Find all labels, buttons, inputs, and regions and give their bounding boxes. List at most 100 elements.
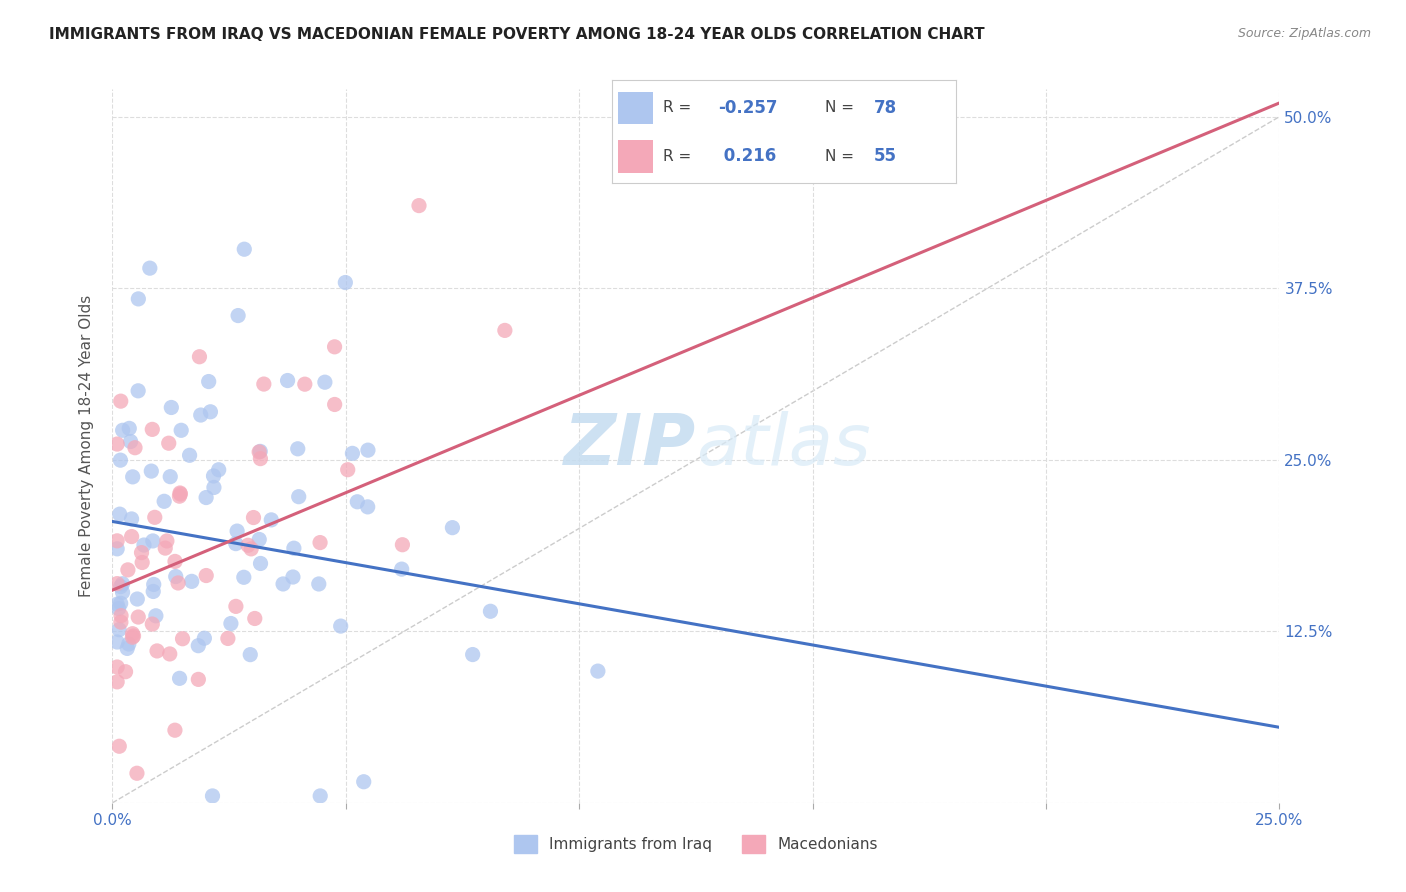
Point	[160, 401, 183, 415]
Point	[249, 557, 271, 571]
Point	[159, 469, 181, 483]
Point	[105, 533, 128, 548]
Point	[201, 789, 224, 803]
Point	[242, 510, 264, 524]
Point	[287, 490, 309, 504]
Point	[153, 494, 176, 508]
Point	[139, 261, 162, 276]
Point	[233, 242, 256, 256]
Point	[105, 635, 128, 649]
Point	[111, 585, 134, 599]
Point	[110, 580, 132, 594]
Point	[239, 648, 262, 662]
Point	[179, 448, 201, 462]
Point	[180, 574, 202, 589]
Point	[249, 444, 271, 458]
Point	[105, 597, 128, 611]
Text: 0.216: 0.216	[718, 147, 776, 165]
Point	[143, 510, 166, 524]
Point	[336, 463, 359, 477]
Point	[142, 577, 165, 591]
Y-axis label: Female Poverty Among 18-24 Year Olds: Female Poverty Among 18-24 Year Olds	[79, 295, 94, 597]
Point	[225, 599, 247, 614]
Point	[169, 489, 191, 503]
Point	[105, 674, 128, 689]
Point	[217, 632, 239, 646]
Point	[118, 421, 141, 435]
Point	[283, 541, 305, 556]
Point	[197, 375, 219, 389]
Point	[188, 350, 211, 364]
Point	[111, 423, 134, 437]
Point	[142, 533, 165, 548]
Point	[120, 434, 142, 449]
Point	[187, 673, 209, 687]
Point	[249, 451, 271, 466]
Point	[281, 570, 304, 584]
Point	[122, 629, 145, 643]
Point	[118, 637, 141, 651]
Point	[121, 512, 143, 526]
Point	[105, 660, 128, 674]
Point	[127, 610, 149, 624]
Point	[131, 556, 153, 570]
Point	[111, 576, 134, 591]
Point	[127, 592, 149, 607]
Point	[110, 596, 132, 610]
Point	[124, 441, 146, 455]
Point	[108, 507, 131, 521]
Point	[287, 442, 309, 456]
Point	[108, 739, 131, 754]
Point	[127, 384, 149, 398]
Point	[195, 491, 218, 505]
Point	[225, 536, 247, 550]
Point	[208, 463, 231, 477]
Point	[240, 541, 263, 556]
Point	[155, 541, 177, 555]
Point	[253, 377, 276, 392]
Point	[236, 538, 259, 552]
Point	[115, 641, 138, 656]
Point	[391, 538, 413, 552]
Point	[121, 470, 143, 484]
Point	[163, 723, 186, 738]
Point	[193, 632, 215, 646]
Point	[125, 766, 148, 780]
Point	[114, 665, 136, 679]
Point	[294, 377, 316, 392]
Point	[335, 276, 357, 290]
Point	[202, 469, 225, 483]
Point	[157, 436, 180, 450]
Point	[247, 445, 270, 459]
Point	[159, 647, 181, 661]
Point	[131, 546, 153, 560]
Point	[441, 521, 464, 535]
Point	[309, 535, 332, 549]
Point	[190, 408, 212, 422]
Point	[142, 584, 165, 599]
Text: Source: ZipAtlas.com: Source: ZipAtlas.com	[1237, 27, 1371, 40]
Point	[110, 608, 132, 623]
Point	[408, 198, 430, 212]
Point	[145, 608, 167, 623]
Text: atlas: atlas	[696, 411, 870, 481]
Point	[167, 576, 190, 591]
Point	[132, 538, 155, 552]
Point	[169, 487, 191, 501]
Point	[271, 577, 294, 591]
Point	[169, 671, 191, 685]
Point	[357, 443, 380, 458]
Text: -0.257: -0.257	[718, 99, 778, 117]
Text: ZIP: ZIP	[564, 411, 696, 481]
Point	[342, 446, 364, 460]
Point	[121, 530, 143, 544]
Point	[226, 309, 249, 323]
Point	[200, 405, 222, 419]
Point	[202, 480, 225, 494]
Point	[127, 292, 149, 306]
Point	[117, 563, 139, 577]
Text: N =: N =	[825, 149, 859, 164]
Point	[357, 500, 380, 514]
Point	[169, 486, 191, 500]
Legend: Immigrants from Iraq, Macedonians: Immigrants from Iraq, Macedonians	[508, 829, 884, 859]
